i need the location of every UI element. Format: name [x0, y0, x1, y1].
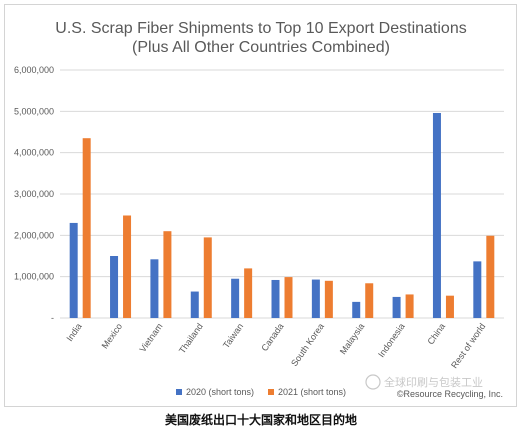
- bar: [352, 301, 361, 318]
- y-axis-ticks: - 1,000,000 2,000,000 3,000,000 4,000,000 5,0…: [14, 65, 54, 323]
- bar: [445, 295, 454, 318]
- y-tick-label: 2,000,000: [14, 230, 54, 240]
- legend-swatch: [176, 389, 182, 395]
- watermark-logo-icon: [365, 374, 381, 390]
- y-tick-label: 4,000,000: [14, 148, 54, 158]
- y-tick-label: 1,000,000: [14, 272, 54, 282]
- x-tick-label: Rest of world: [449, 321, 487, 370]
- bar: [150, 259, 159, 318]
- bar: [284, 277, 293, 318]
- bar: [82, 138, 91, 318]
- chart-credit: ©Resource Recycling, Inc.: [397, 389, 503, 399]
- x-tick-label: Malaysia: [338, 321, 367, 356]
- bar: [311, 279, 320, 318]
- x-tick-label: China: [425, 321, 447, 346]
- bar: [324, 280, 333, 318]
- x-tick-label: Mexico: [100, 321, 125, 350]
- bar: [163, 231, 172, 318]
- bar: [123, 215, 132, 318]
- legend: 2020 (short tons) 2021 (short tons): [176, 387, 346, 397]
- bar: [69, 222, 78, 318]
- y-tick-label: 3,000,000: [14, 189, 54, 199]
- bar: [271, 279, 280, 318]
- bar: [473, 261, 482, 318]
- x-tick-label: India: [64, 321, 83, 343]
- bar: [231, 278, 240, 318]
- x-tick-label: Canada: [259, 321, 285, 353]
- bar: [486, 235, 495, 318]
- bar: [244, 268, 253, 318]
- legend-swatch: [268, 389, 274, 395]
- bar: [392, 296, 401, 318]
- bars: [69, 112, 495, 318]
- y-tick-label: 5,000,000: [14, 106, 54, 116]
- x-tick-label: Indonesia: [376, 321, 407, 359]
- figure-caption: 美国废纸出口十大国家和地区目的地: [164, 413, 357, 427]
- legend-label: 2021 (short tons): [278, 387, 346, 397]
- x-axis-ticks: India Mexico Vietnam Thailand Taiwan Canada So…: [64, 321, 487, 370]
- bar: [110, 256, 119, 318]
- y-tick-label: -: [51, 313, 54, 323]
- bar: [405, 294, 414, 318]
- bar: [203, 237, 212, 318]
- bar: [190, 291, 199, 318]
- chart-title: U.S. Scrap Fiber Shipments to Top 10 Exp…: [55, 20, 466, 37]
- x-tick-label: Vietnam: [138, 321, 165, 354]
- legend-label: 2020 (short tons): [186, 387, 254, 397]
- gridlines: [60, 69, 504, 319]
- bar: [365, 283, 374, 318]
- watermark-text: 全球印刷与包装工业: [384, 375, 483, 389]
- y-tick-label: 6,000,000: [14, 65, 54, 75]
- x-tick-label: Thailand: [177, 321, 205, 355]
- watermark: 全球印刷与包装工业: [365, 374, 483, 390]
- bar: [432, 112, 441, 318]
- x-tick-label: Taiwan: [221, 321, 245, 350]
- chart-subtitle: (Plus All Other Countries Combined): [132, 39, 390, 56]
- x-tick-label: South Korea: [289, 321, 326, 368]
